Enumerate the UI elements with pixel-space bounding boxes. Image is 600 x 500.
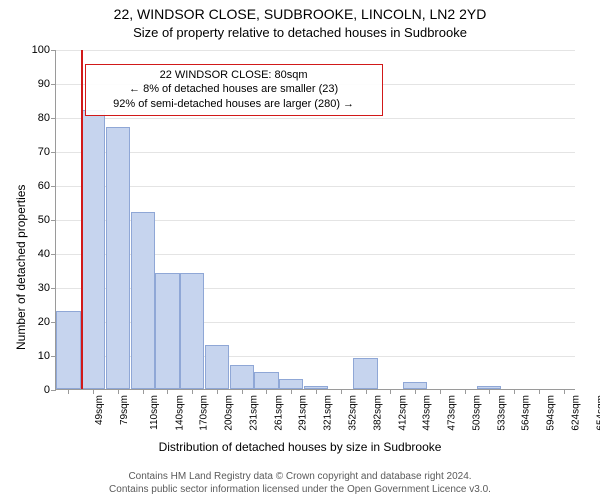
gridline [56,152,575,153]
gridline [56,186,575,187]
ytick-label: 50 [38,214,50,226]
xtick-label: 382sqm [372,395,383,431]
ytick-mark [51,50,56,51]
ytick-label: 20 [38,316,50,328]
xtick-mark [68,389,69,394]
chart-title-address: 22, WINDSOR CLOSE, SUDBROOKE, LINCOLN, L… [0,6,600,22]
ytick-label: 70 [38,146,50,158]
ytick-label: 60 [38,180,50,192]
xtick-mark [415,389,416,394]
ytick-mark [51,152,56,153]
xtick-label: 231sqm [249,395,260,431]
annot-line-3: 92% of semi-detached houses are larger (… [113,98,354,110]
xtick-mark [539,389,540,394]
histogram-bar [180,273,204,389]
xtick-label: 473sqm [447,395,458,431]
xtick-mark [167,389,168,394]
ytick-mark [51,84,56,85]
chart-subtitle: Size of property relative to detached ho… [0,25,600,40]
plot-area: 010203040506070809010049sqm79sqm110sqm14… [55,50,575,390]
y-axis-label: Number of detached properties [14,185,28,350]
xtick-mark [489,389,490,394]
xtick-mark [465,389,466,394]
histogram-bar [279,379,303,389]
xtick-mark [366,389,367,394]
xtick-mark [341,389,342,394]
xtick-mark [93,389,94,394]
xtick-mark [242,389,243,394]
xtick-mark [514,389,515,394]
xtick-mark [217,389,218,394]
ytick-mark [51,390,56,391]
ytick-mark [51,186,56,187]
histogram-bar [131,212,155,389]
xtick-mark [440,389,441,394]
histogram-bar [205,345,229,389]
xtick-label: 170sqm [199,395,210,431]
annotation-box: 22 WINDSOR CLOSE: 80sqm ← 8% of detached … [85,64,383,117]
xtick-label: 503sqm [471,395,482,431]
histogram-bar [230,365,254,389]
gridline [56,118,575,119]
xtick-label: 291sqm [298,395,309,431]
ytick-label: 100 [32,44,50,56]
x-axis-label: Distribution of detached houses by size … [0,440,600,454]
ytick-mark [51,254,56,255]
ytick-label: 80 [38,112,50,124]
property-size-marker [81,50,83,389]
ytick-mark [51,118,56,119]
credit-text: Contains HM Land Registry data © Crown c… [0,471,600,496]
annot-line-1: 22 WINDSOR CLOSE: 80sqm [160,69,308,81]
xtick-label: 79sqm [119,395,130,425]
histogram-bar [106,127,130,389]
xtick-label: 200sqm [224,395,235,431]
gridline [56,50,575,51]
xtick-mark [390,389,391,394]
ytick-label: 0 [44,384,50,396]
histogram-bar [155,273,179,389]
histogram-bar [403,382,427,389]
xtick-label: 654sqm [595,395,600,431]
xtick-label: 49sqm [94,395,105,425]
xtick-label: 443sqm [422,395,433,431]
xtick-mark [266,389,267,394]
xtick-mark [192,389,193,394]
annot-line-2: ← 8% of detached houses are smaller (23) [129,83,338,95]
xtick-label: 564sqm [521,395,532,431]
ytick-label: 10 [38,350,50,362]
xtick-mark [118,389,119,394]
ytick-label: 30 [38,282,50,294]
xtick-label: 352sqm [348,395,359,431]
xtick-label: 261sqm [273,395,284,431]
xtick-label: 321sqm [323,395,334,431]
xtick-label: 412sqm [397,395,408,431]
xtick-label: 594sqm [546,395,557,431]
histogram-bar [254,372,278,389]
xtick-label: 624sqm [570,395,581,431]
ytick-label: 90 [38,78,50,90]
xtick-mark [143,389,144,394]
histogram-bar [353,358,377,389]
credit-line-1: Contains HM Land Registry data © Crown c… [128,471,471,482]
ytick-label: 40 [38,248,50,260]
histogram-bar [81,110,105,389]
ytick-mark [51,220,56,221]
xtick-mark [291,389,292,394]
xtick-label: 533sqm [496,395,507,431]
xtick-mark [564,389,565,394]
ytick-mark [51,288,56,289]
xtick-mark [316,389,317,394]
xtick-label: 140sqm [174,395,185,431]
credit-line-2: Contains public sector information licen… [109,484,491,495]
xtick-label: 110sqm [149,395,160,430]
histogram-bar [56,311,80,389]
